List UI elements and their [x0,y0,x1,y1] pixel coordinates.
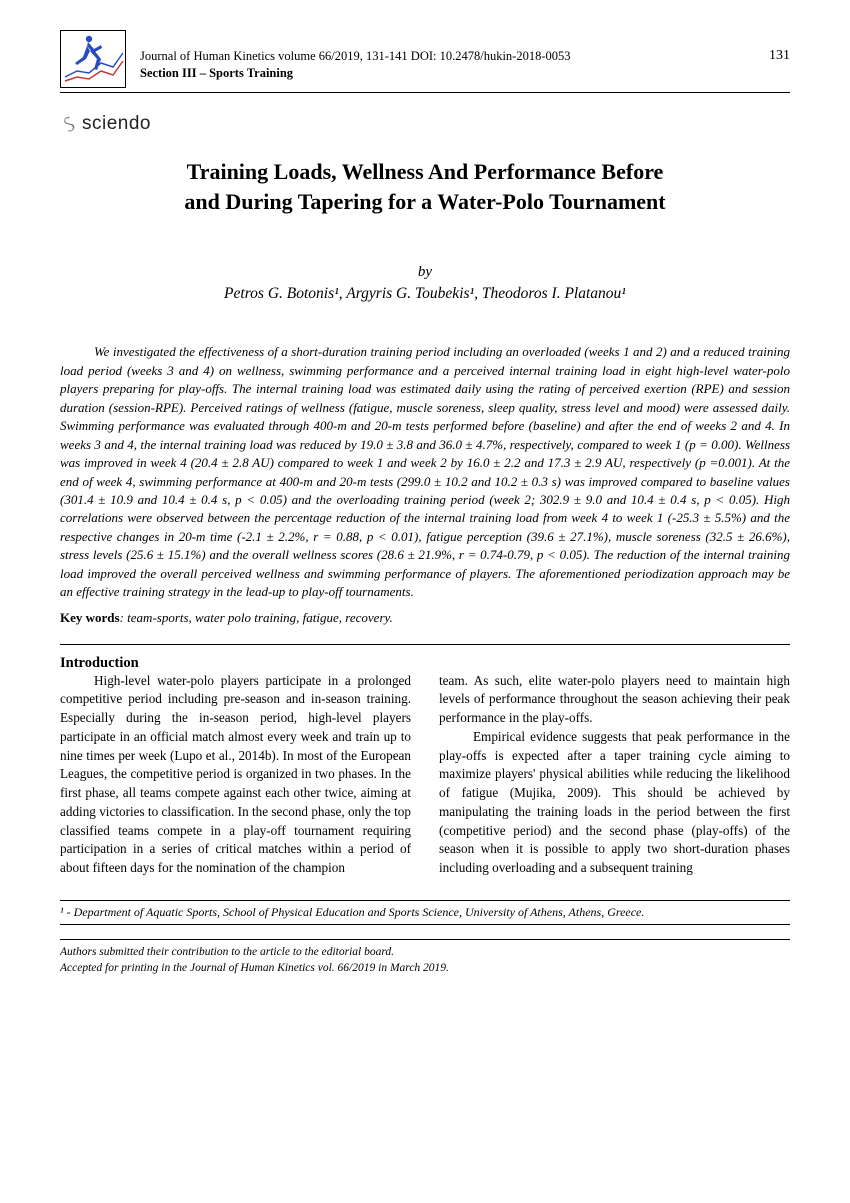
two-column-body: High-level water-polo players participat… [60,672,790,878]
authors: Petros G. Botonis¹, Argyris G. Toubekis¹… [60,285,790,303]
journal-citation: Journal of Human Kinetics volume 66/2019… [140,48,757,65]
keywords: Key words: team-sports, water polo train… [60,610,790,626]
publisher-name: sciendo [82,113,151,135]
divider [60,644,790,645]
title-line-1: Training Loads, Wellness And Performance… [100,157,750,187]
article-title: Training Loads, Wellness And Performance… [100,157,750,216]
title-line-2: and During Tapering for a Water-Polo Tou… [100,187,750,217]
page-header: Journal of Human Kinetics volume 66/2019… [60,30,790,93]
footer-line-1: Authors submitted their contribution to … [60,944,790,960]
header-meta: Journal of Human Kinetics volume 66/2019… [140,30,757,82]
column-left: High-level water-polo players participat… [60,672,411,878]
section-label: Section III – Sports Training [140,65,757,82]
keywords-text: : team-sports, water polo training, fati… [120,610,393,625]
page-footer: Authors submitted their contribution to … [60,939,790,976]
publisher-brand: sciendo [60,113,790,135]
byline: by [60,264,790,281]
keywords-label: Key words [60,610,120,625]
affiliation: ¹ - Department of Aquatic Sports, School… [60,900,790,925]
runner-icon [61,31,125,87]
column-right: team. As such, elite water-polo players … [439,672,790,878]
intro-paragraph-2: Empirical evidence suggests that peak pe… [439,728,790,878]
abstract: We investigated the effectiveness of a s… [60,343,790,601]
journal-logo [60,30,126,88]
page-number: 131 [757,30,790,64]
intro-paragraph-1: High-level water-polo players participat… [60,672,411,878]
section-heading-intro: Introduction [60,655,790,672]
footer-line-2: Accepted for printing in the Journal of … [60,960,790,976]
page-container: Journal of Human Kinetics volume 66/2019… [0,0,850,1016]
sciendo-icon [60,115,78,133]
intro-paragraph-1-cont: team. As such, elite water-polo players … [439,672,790,728]
